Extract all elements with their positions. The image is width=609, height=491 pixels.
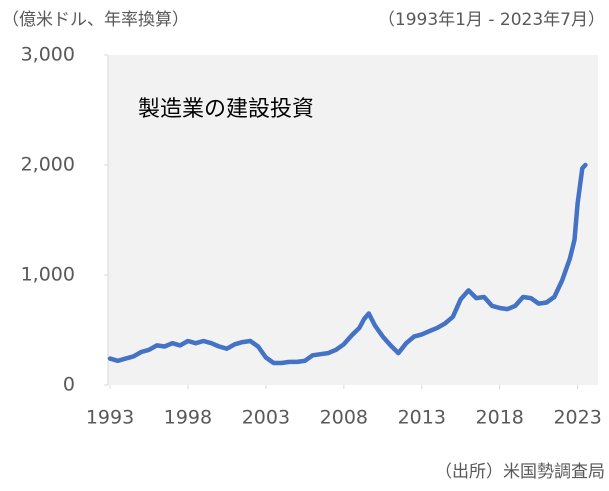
x-tick-label: 2018	[476, 407, 524, 429]
x-tick-label: 2008	[320, 407, 368, 429]
unit-label: （億米ドル、年率換算）	[2, 10, 189, 30]
x-tick-label: 2003	[242, 407, 290, 429]
x-tick-label: 2023	[553, 407, 601, 429]
period-label: （1993年1月 - 2023年7月）	[378, 10, 605, 30]
chart-title: 製造業の建設投資	[138, 97, 314, 122]
x-tick-label: 2013	[398, 407, 446, 429]
y-tick-label: 0	[63, 374, 75, 396]
x-tick-label: 1998	[164, 407, 212, 429]
x-tick-label: 1993	[86, 407, 134, 429]
plot-area	[108, 55, 598, 385]
y-tick-label: 3,000	[21, 44, 75, 66]
line-series	[107, 162, 588, 366]
y-tick-label: 2,000	[21, 154, 75, 176]
source: （出所）米国勢調査局	[435, 462, 605, 482]
y-tick-label: 1,000	[21, 264, 75, 286]
